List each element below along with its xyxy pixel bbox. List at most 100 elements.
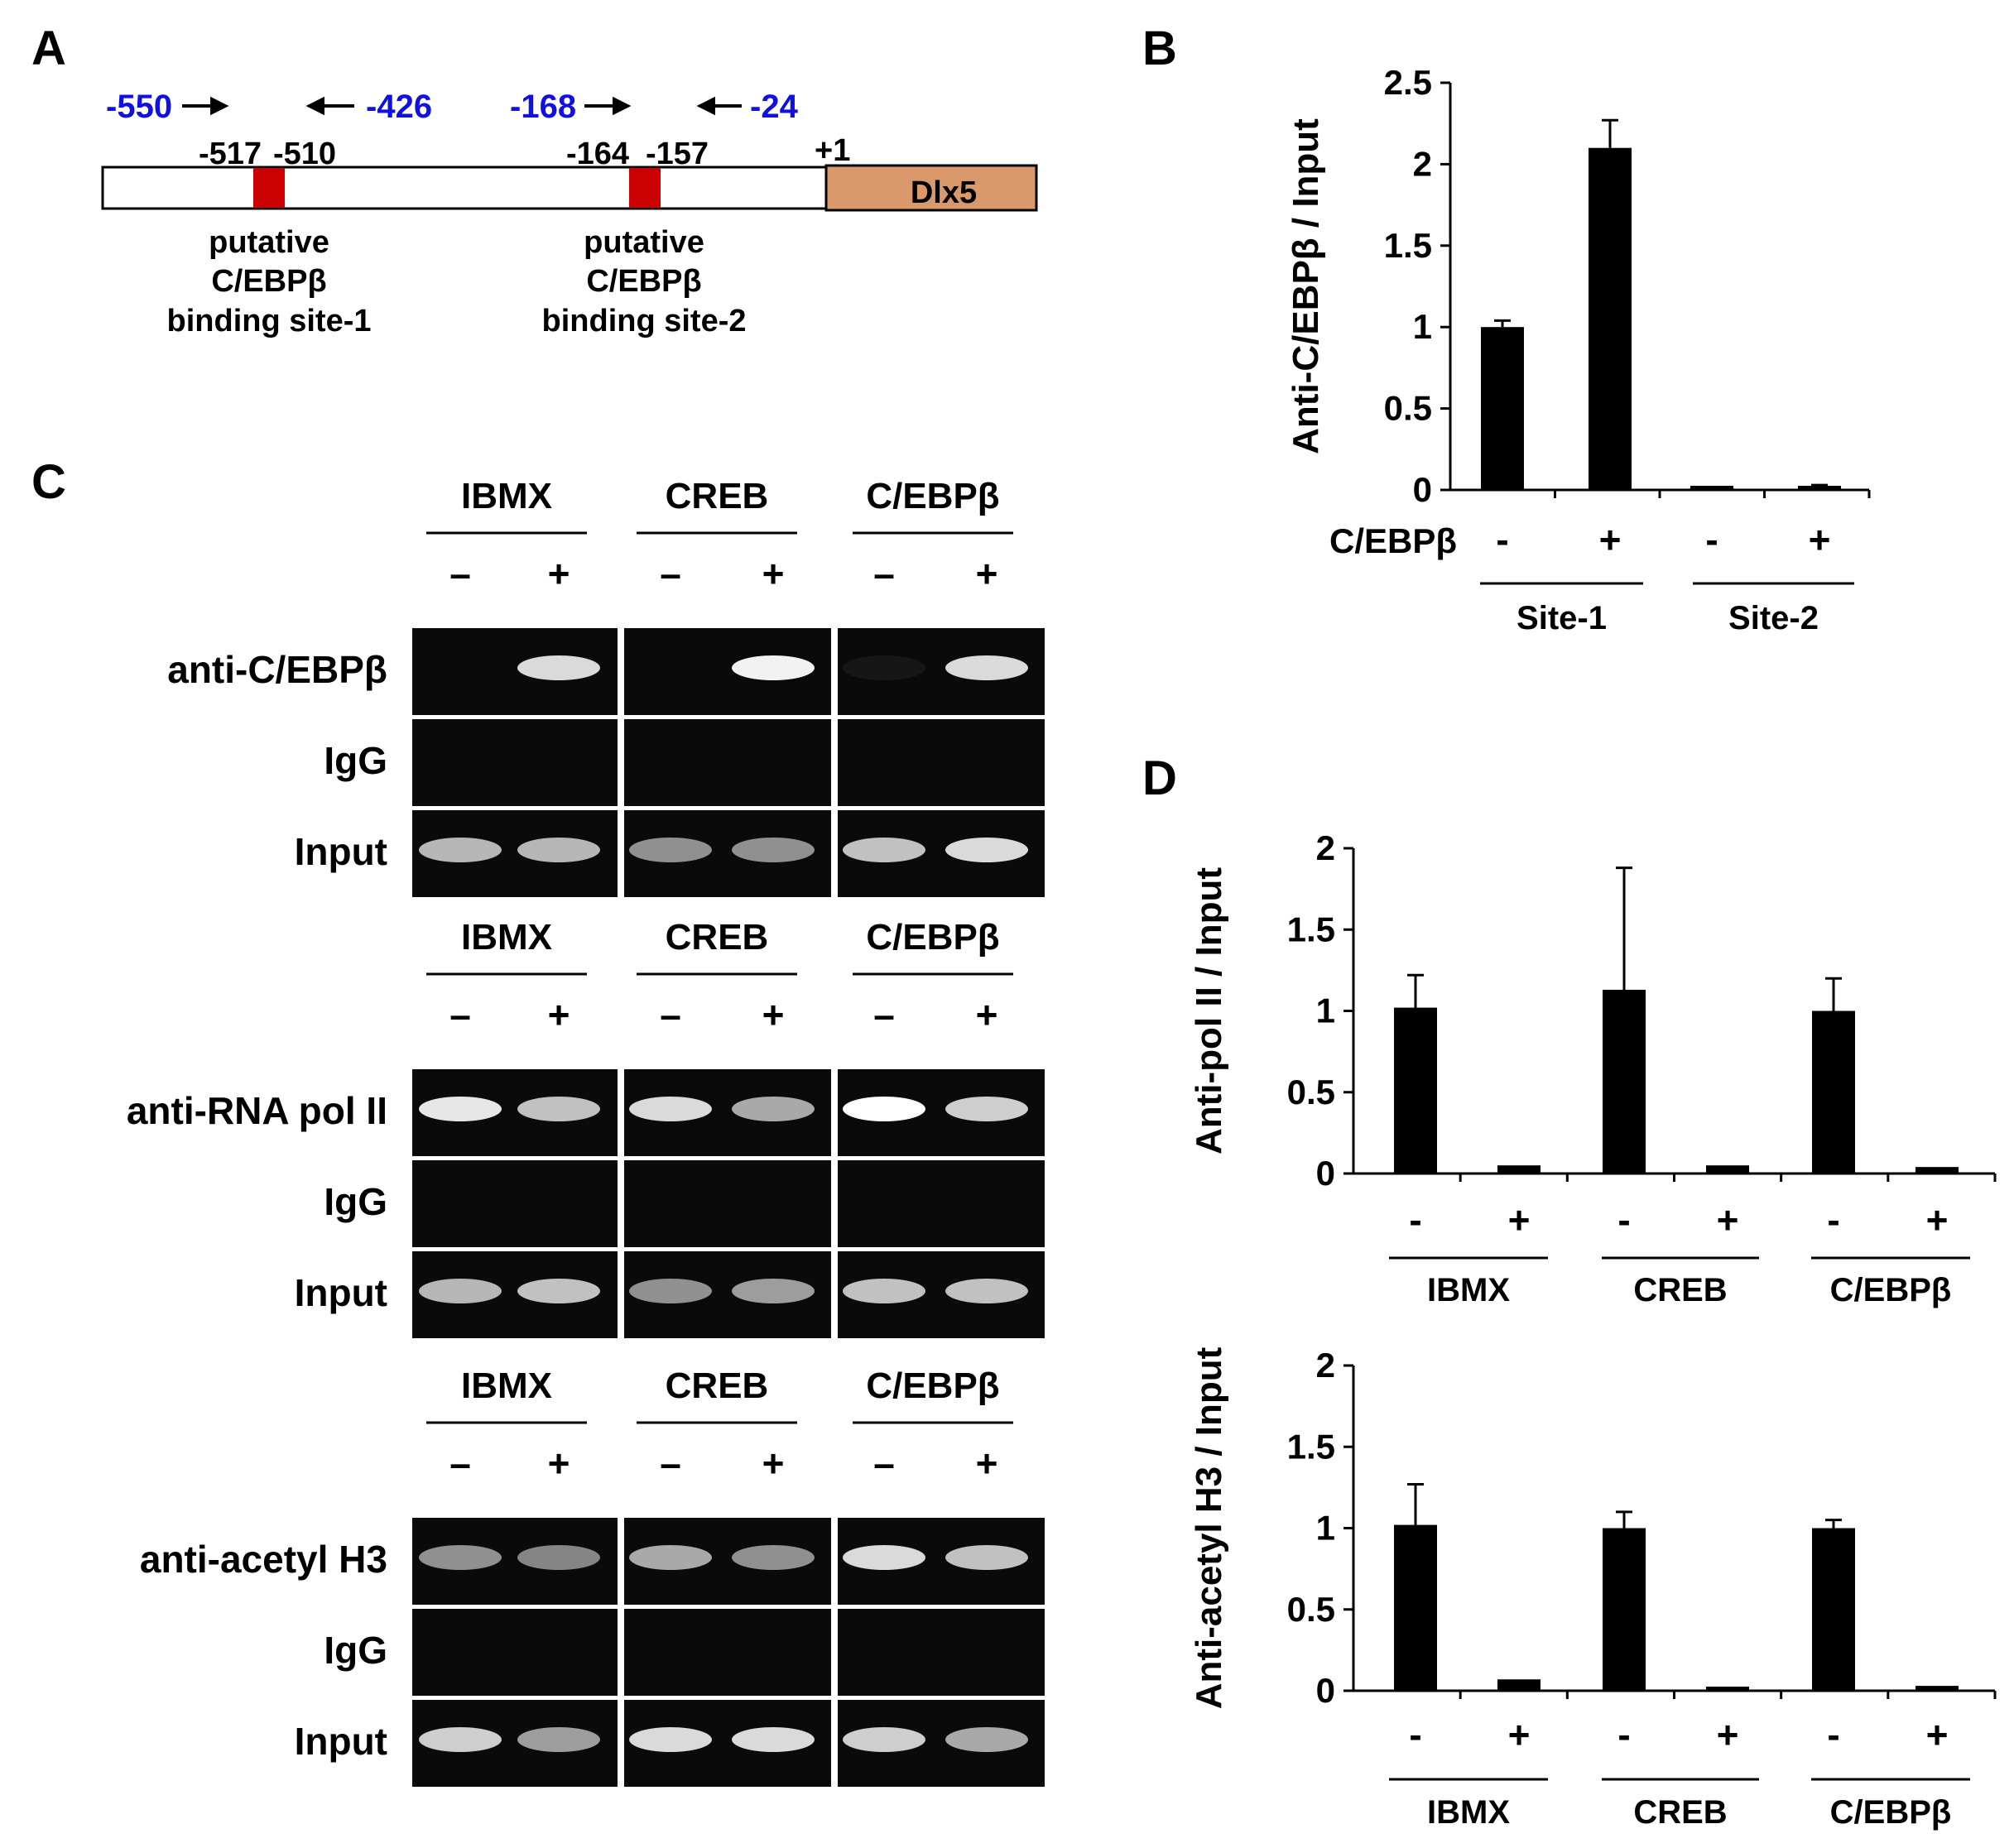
forward-arrow-icon	[613, 96, 632, 116]
gel-row-label: anti-acetyl H3	[140, 1538, 387, 1581]
x-category-label: -	[1409, 1198, 1421, 1241]
site-2-caption: putative	[584, 225, 704, 260]
row-label: C/EBPβ	[1329, 521, 1457, 560]
gel-lane-box	[838, 1160, 1045, 1247]
lane-sign: –	[873, 993, 895, 1036]
bar	[1394, 1524, 1437, 1691]
x-category-label: +	[1599, 518, 1622, 561]
lane-sign: +	[548, 1442, 570, 1485]
gel-band	[945, 655, 1028, 680]
y-tick-label: 1.5	[1287, 910, 1335, 948]
bar	[1394, 1007, 1437, 1174]
y-tick-label: 1	[1316, 1509, 1335, 1548]
gel-band	[517, 838, 600, 862]
group-label: IBMX	[1427, 1272, 1510, 1308]
lane-sign: –	[660, 1442, 681, 1485]
position-label: -517	[199, 137, 262, 171]
gel-band	[517, 1727, 600, 1752]
gel-row-label: IgG	[324, 1629, 387, 1672]
site-2-caption: C/EBPβ	[586, 264, 701, 299]
gel-lane-box	[838, 1609, 1045, 1696]
primer-label: -550	[106, 89, 172, 125]
lane-sign: –	[660, 552, 681, 595]
y-axis-label: Anti-acetyl H3 / Input	[1189, 1346, 1229, 1709]
panel-c: C IBMX – + CREB – + C/EBPβ – + anti-C/EBPβ IgG Inpu…	[31, 455, 1045, 1787]
lane-sign: +	[976, 552, 998, 595]
gel-band	[629, 1279, 712, 1303]
gel-lane-box	[412, 1609, 618, 1696]
gel-lane-box	[624, 1160, 831, 1247]
gel-band	[629, 1097, 712, 1121]
group-label: C/EBPβ	[1830, 1272, 1952, 1308]
lane-sign: –	[660, 993, 681, 1036]
bar	[1812, 1528, 1855, 1691]
y-tick-label: 0.5	[1287, 1073, 1335, 1111]
treatment-label: CREB	[666, 917, 769, 958]
gel-band	[419, 1279, 502, 1303]
gel-band	[945, 1097, 1028, 1121]
bar	[1915, 1686, 1959, 1691]
gel-row-label: anti-C/EBPβ	[167, 648, 387, 691]
group-label: C/EBPβ	[1830, 1794, 1952, 1831]
primer-label: -426	[366, 89, 432, 125]
y-axis-label: Anti-C/EBPβ / Input	[1286, 118, 1326, 454]
chart-area: 0 0.5 1 1.5 2 2.5 Anti-C/EBPβ / Input - + - + C/EBP…	[1189, 63, 1997, 1831]
gel-band	[629, 1545, 712, 1570]
gel-row-label: IgG	[324, 1180, 387, 1223]
x-category-label: -	[1617, 1198, 1630, 1241]
gel-band	[843, 1279, 925, 1303]
gel-band	[517, 655, 600, 680]
gene-box	[824, 164, 1038, 212]
gel-band	[732, 655, 815, 680]
lane-sign: –	[873, 552, 895, 595]
gel-lane-box	[624, 719, 831, 806]
treatment-label: CREB	[666, 476, 769, 516]
y-tick-label: 0	[1316, 1154, 1335, 1193]
x-category-label: +	[1508, 1713, 1531, 1756]
bar	[1603, 989, 1646, 1174]
treatment-label: C/EBPβ	[866, 917, 999, 958]
panel-a: A -550 -426 -168 -24 -517 -510 -164 -157…	[31, 22, 1038, 338]
x-category-label: -	[1617, 1713, 1630, 1756]
group-label: Site-2	[1728, 600, 1819, 636]
group-label: CREB	[1633, 1794, 1727, 1831]
y-tick-label: 2	[1316, 828, 1335, 867]
lane-sign: +	[762, 993, 785, 1036]
y-tick-label: 0.5	[1287, 1590, 1335, 1629]
gel-lane-box	[412, 1160, 618, 1247]
bar-chart: 0 0.5 1 1.5 2 Anti-pol II / Input - + - + - + IBMX CR…	[1189, 828, 1997, 1308]
treatment-label: IBMX	[461, 917, 552, 958]
x-category-label: -	[1705, 518, 1718, 561]
gel-band	[419, 1545, 502, 1570]
bar	[1706, 1687, 1749, 1691]
bar	[1798, 486, 1841, 490]
promoter-region	[101, 166, 828, 210]
gel-band	[732, 1097, 815, 1121]
y-tick-label: 2	[1413, 144, 1432, 183]
lane-sign: –	[873, 1442, 895, 1485]
lane-sign: +	[548, 993, 570, 1036]
lane-sign: +	[976, 993, 998, 1036]
lane-sign: +	[762, 552, 785, 595]
bar	[1497, 1165, 1541, 1174]
position-label: -164	[566, 137, 629, 171]
group-label: CREB	[1633, 1272, 1727, 1308]
site-captions: putative C/EBPβ binding site-1 putative …	[167, 225, 747, 338]
position-label: +1	[815, 133, 850, 168]
panel-a-label: A	[31, 22, 66, 75]
primer-labels: -550 -426 -168 -24	[106, 89, 799, 125]
y-axis-label: Anti-pol II / Input	[1189, 867, 1229, 1154]
gel-area: IBMX – + CREB – + C/EBPβ – + anti-C/EBPβ IgG Input I…	[127, 476, 1045, 1787]
gel-row-label: anti-RNA pol II	[127, 1089, 387, 1132]
gel-band	[732, 1727, 815, 1752]
gel-band	[945, 838, 1028, 862]
x-category-label: +	[1926, 1198, 1949, 1241]
treatment-label: IBMX	[461, 1366, 552, 1406]
bar-chart: 0 0.5 1 1.5 2 2.5 Anti-C/EBPβ / Input - + - + C/EBP…	[1286, 63, 1871, 636]
x-category-label: +	[1717, 1198, 1739, 1241]
lane-sign: +	[976, 1442, 998, 1485]
panel-b-label: B	[1142, 22, 1177, 75]
gel-band	[419, 1097, 502, 1121]
gel-band	[945, 1279, 1028, 1303]
